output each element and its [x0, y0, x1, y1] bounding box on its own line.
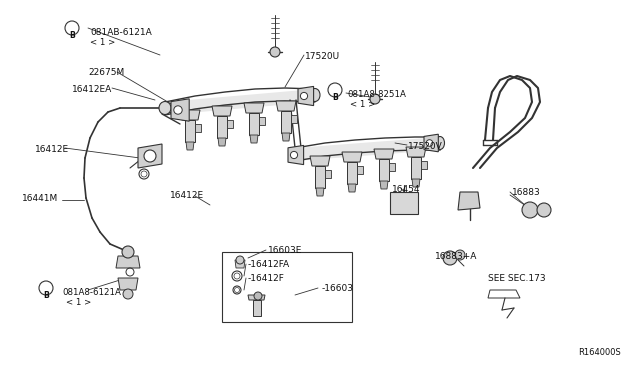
Polygon shape	[288, 145, 303, 164]
Circle shape	[291, 151, 298, 158]
Polygon shape	[165, 89, 315, 115]
Bar	[222, 252, 352, 322]
Ellipse shape	[159, 102, 171, 115]
Polygon shape	[244, 103, 264, 113]
Polygon shape	[374, 149, 394, 159]
Text: 16441M: 16441M	[22, 194, 58, 203]
Text: B: B	[43, 291, 49, 300]
Text: 16454: 16454	[392, 185, 420, 194]
Polygon shape	[298, 86, 314, 106]
Text: < 1 >: < 1 >	[66, 298, 92, 307]
Polygon shape	[118, 278, 138, 290]
Circle shape	[455, 250, 465, 260]
Polygon shape	[380, 181, 388, 189]
Polygon shape	[248, 295, 265, 300]
Bar	[347, 162, 357, 184]
Ellipse shape	[435, 137, 445, 150]
Text: R164000S: R164000S	[578, 348, 621, 357]
Circle shape	[443, 251, 457, 265]
Polygon shape	[171, 99, 189, 121]
Bar	[357, 166, 363, 174]
Polygon shape	[412, 179, 420, 187]
Text: B: B	[332, 93, 338, 102]
Bar	[390, 192, 418, 214]
Polygon shape	[186, 142, 194, 150]
Bar	[315, 166, 325, 188]
Polygon shape	[180, 110, 200, 120]
Text: 22675M: 22675M	[88, 68, 124, 77]
Polygon shape	[316, 188, 324, 196]
Polygon shape	[348, 184, 356, 192]
Circle shape	[122, 246, 134, 258]
Text: -16412FA: -16412FA	[248, 260, 290, 269]
Polygon shape	[138, 144, 162, 168]
Polygon shape	[406, 147, 426, 157]
Text: B: B	[69, 31, 75, 40]
Bar	[217, 116, 227, 138]
Text: 081A8-8251A: 081A8-8251A	[347, 90, 406, 99]
Bar	[249, 113, 259, 135]
Ellipse shape	[310, 89, 320, 102]
Polygon shape	[310, 156, 330, 166]
Bar	[325, 170, 331, 178]
Text: 17520U: 17520U	[305, 52, 340, 61]
Text: 16883+A: 16883+A	[435, 252, 477, 261]
Polygon shape	[424, 134, 438, 152]
Bar	[259, 117, 265, 125]
Text: 16412EA: 16412EA	[72, 85, 112, 94]
Text: -16412F: -16412F	[248, 274, 285, 283]
Circle shape	[236, 256, 244, 264]
Bar	[291, 115, 297, 123]
Bar	[389, 163, 395, 171]
Polygon shape	[276, 101, 296, 111]
Polygon shape	[282, 133, 290, 141]
Text: SEE SEC.173: SEE SEC.173	[488, 274, 546, 283]
Circle shape	[537, 203, 551, 217]
Bar	[185, 120, 195, 142]
Bar	[421, 161, 427, 169]
Text: 16412E: 16412E	[170, 191, 204, 200]
Polygon shape	[235, 260, 245, 268]
Text: 17520V: 17520V	[408, 142, 443, 151]
Ellipse shape	[290, 148, 300, 160]
Circle shape	[522, 202, 538, 218]
Circle shape	[174, 106, 182, 114]
Circle shape	[123, 289, 133, 299]
Polygon shape	[458, 192, 480, 210]
Circle shape	[370, 94, 380, 104]
Circle shape	[254, 292, 262, 300]
Text: 081AB-6121A: 081AB-6121A	[90, 28, 152, 37]
Bar	[195, 124, 201, 132]
Text: < 1 >: < 1 >	[350, 100, 375, 109]
Circle shape	[144, 150, 156, 162]
Bar	[253, 300, 261, 316]
Polygon shape	[218, 138, 226, 146]
Circle shape	[300, 92, 308, 100]
Bar	[411, 157, 421, 179]
Bar	[227, 120, 233, 128]
Bar	[379, 159, 389, 181]
Bar	[281, 111, 291, 133]
Text: 16883: 16883	[512, 188, 541, 197]
Text: < 1 >: < 1 >	[90, 38, 115, 47]
Text: 16412E: 16412E	[35, 145, 69, 154]
Polygon shape	[342, 152, 362, 162]
Text: -16603: -16603	[322, 284, 354, 293]
Polygon shape	[116, 256, 140, 268]
Polygon shape	[250, 135, 258, 143]
Polygon shape	[295, 137, 440, 161]
Text: 081A8-6121A: 081A8-6121A	[62, 288, 121, 297]
Circle shape	[426, 140, 433, 146]
Circle shape	[270, 47, 280, 57]
Text: 16603E: 16603E	[268, 246, 302, 255]
Polygon shape	[212, 106, 232, 116]
